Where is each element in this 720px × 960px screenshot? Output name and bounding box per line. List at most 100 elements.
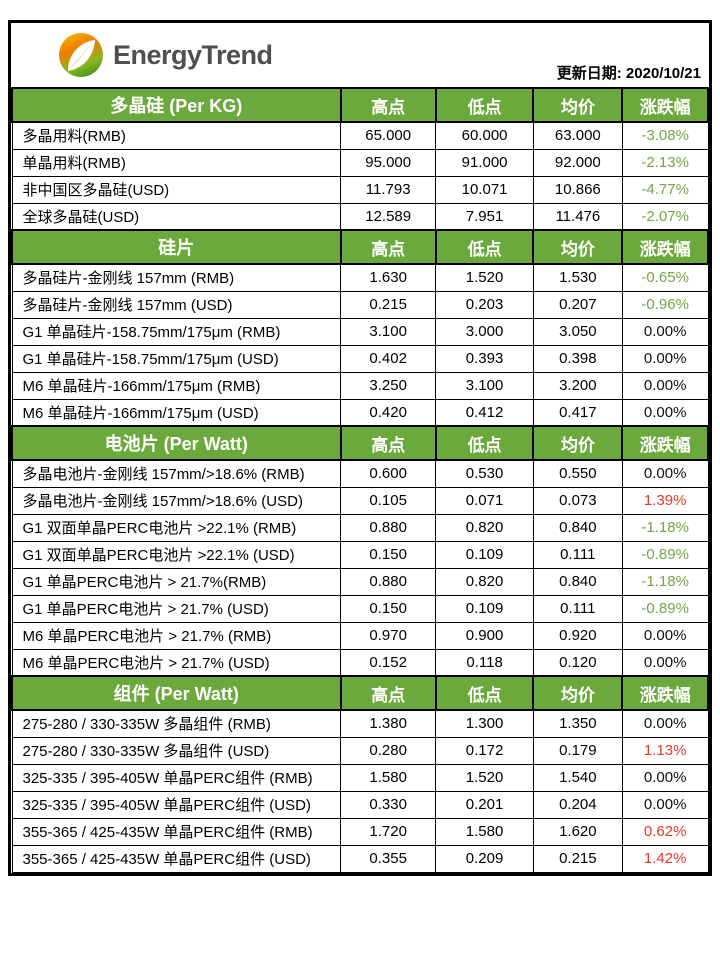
section-title: 硅片 xyxy=(11,229,342,265)
avg-value: 11.476 xyxy=(532,202,623,231)
low-value: 0.109 xyxy=(435,540,534,569)
change-value: 0.00% xyxy=(621,648,709,677)
table-row: 多晶电池片-金刚线 157mm/>18.6% (RMB) 0.600 0.530 0.… xyxy=(11,459,709,488)
row-label: 非中国区多晶硅(USD) xyxy=(11,175,342,204)
high-value: 0.215 xyxy=(340,290,437,319)
brand-header: EnergyTrend 更新日期: 2020/10/21 xyxy=(11,23,709,87)
column-header: 涨跌幅 xyxy=(621,229,709,265)
price-table: 多晶硅 (Per KG) 高点 低点 均价 涨跌幅 多晶用料(RMB) 65.000 60.0… xyxy=(11,87,709,873)
row-label: G1 双面单晶PERC电池片 >22.1% (RMB) xyxy=(11,513,342,542)
low-value: 0.820 xyxy=(435,567,534,596)
table-row: M6 单晶硅片-166mm/175μm (USD) 0.420 0.412 0.417… xyxy=(11,398,709,427)
low-value: 7.951 xyxy=(435,202,534,231)
update-date: 更新日期: 2020/10/21 xyxy=(556,65,701,82)
table-row: G1 单晶硅片-158.75mm/175μm (USD) 0.402 0.393 0.… xyxy=(11,344,709,373)
row-label: M6 单晶PERC电池片 > 21.7% (RMB) xyxy=(11,621,342,650)
row-label: 单晶用料(RMB) xyxy=(11,148,342,177)
avg-value: 0.920 xyxy=(532,621,623,650)
table-row: 全球多晶硅(USD) 12.589 7.951 11.476 -2.07% xyxy=(11,202,709,231)
row-label: M6 单晶硅片-166mm/175μm (USD) xyxy=(11,398,342,427)
column-header: 低点 xyxy=(434,229,535,265)
row-label: G1 双面单晶PERC电池片 >22.1% (USD) xyxy=(11,540,342,569)
high-value: 0.280 xyxy=(340,736,437,765)
change-value: -1.18% xyxy=(621,567,709,596)
low-value: 0.412 xyxy=(435,398,534,427)
avg-value: 10.866 xyxy=(532,175,623,204)
row-label: 325-335 / 395-405W 单晶PERC组件 (RMB) xyxy=(11,763,342,792)
change-value: 0.00% xyxy=(621,459,709,488)
high-value: 0.600 xyxy=(340,459,437,488)
avg-value: 1.540 xyxy=(532,763,623,792)
row-label: M6 单晶硅片-166mm/175μm (RMB) xyxy=(11,371,342,400)
table-row: 非中国区多晶硅(USD) 11.793 10.071 10.866 -4.77% xyxy=(11,175,709,204)
change-value: 0.62% xyxy=(621,817,709,846)
avg-value: 0.179 xyxy=(532,736,623,765)
column-header: 低点 xyxy=(434,675,535,711)
avg-value: 0.204 xyxy=(532,790,623,819)
column-header: 高点 xyxy=(339,675,437,711)
high-value: 0.355 xyxy=(340,844,437,873)
change-value: 0.00% xyxy=(621,317,709,346)
change-value: 0.00% xyxy=(621,709,709,738)
row-label: 多晶电池片-金刚线 157mm/>18.6% (USD) xyxy=(11,486,342,515)
avg-value: 63.000 xyxy=(532,121,623,150)
low-value: 1.300 xyxy=(435,709,534,738)
low-value: 0.109 xyxy=(435,594,534,623)
change-value: 1.13% xyxy=(621,736,709,765)
avg-value: 1.530 xyxy=(532,263,623,292)
section-header-row: 组件 (Per Watt) 高点 低点 均价 涨跌幅 xyxy=(11,675,709,711)
row-label: G1 单晶硅片-158.75mm/175μm (RMB) xyxy=(11,317,342,346)
high-value: 1.380 xyxy=(340,709,437,738)
avg-value: 0.840 xyxy=(532,567,623,596)
row-label: 多晶硅片-金刚线 157mm (USD) xyxy=(11,290,342,319)
column-header: 涨跌幅 xyxy=(621,425,709,461)
column-header: 均价 xyxy=(532,425,624,461)
low-value: 0.203 xyxy=(435,290,534,319)
table-row: 多晶电池片-金刚线 157mm/>18.6% (USD) 0.105 0.071 0.… xyxy=(11,486,709,515)
section-title: 多晶硅 (Per KG) xyxy=(11,87,342,123)
high-value: 1.720 xyxy=(340,817,437,846)
low-value: 0.900 xyxy=(435,621,534,650)
change-value: -0.96% xyxy=(621,290,709,319)
high-value: 0.420 xyxy=(340,398,437,427)
high-value: 12.589 xyxy=(340,202,437,231)
table-row: 多晶用料(RMB) 65.000 60.000 63.000 -3.08% xyxy=(11,121,709,150)
table-row: M6 单晶硅片-166mm/175μm (RMB) 3.250 3.100 3.200… xyxy=(11,371,709,400)
table-row: 275-280 / 330-335W 多晶组件 (USD) 0.280 0.172 0… xyxy=(11,736,709,765)
low-value: 60.000 xyxy=(435,121,534,150)
column-header: 低点 xyxy=(434,87,535,123)
row-label: 275-280 / 330-335W 多晶组件 (USD) xyxy=(11,736,342,765)
table-row: 多晶硅片-金刚线 157mm (RMB) 1.630 1.520 1.530 -0.65… xyxy=(11,263,709,292)
high-value: 95.000 xyxy=(340,148,437,177)
high-value: 11.793 xyxy=(340,175,437,204)
avg-value: 1.620 xyxy=(532,817,623,846)
change-value: -0.89% xyxy=(621,594,709,623)
low-value: 3.000 xyxy=(435,317,534,346)
column-header: 均价 xyxy=(532,675,624,711)
avg-value: 0.207 xyxy=(532,290,623,319)
low-value: 0.118 xyxy=(435,648,534,677)
table-row: 单晶用料(RMB) 95.000 91.000 92.000 -2.13% xyxy=(11,148,709,177)
low-value: 0.071 xyxy=(435,486,534,515)
price-sheet: EnergyTrend 更新日期: 2020/10/21 多晶硅 (Per KG… xyxy=(8,20,712,876)
high-value: 0.970 xyxy=(340,621,437,650)
row-label: 325-335 / 395-405W 单晶PERC组件 (USD) xyxy=(11,790,342,819)
low-value: 0.820 xyxy=(435,513,534,542)
change-value: -0.65% xyxy=(621,263,709,292)
column-header: 均价 xyxy=(532,229,624,265)
column-header: 高点 xyxy=(339,87,437,123)
table-row: 325-335 / 395-405W 单晶PERC组件 (USD) 0.330 0.… xyxy=(11,790,709,819)
table-row: M6 单晶PERC电池片 > 21.7% (RMB) 0.970 0.900 0.92… xyxy=(11,621,709,650)
table-row: 275-280 / 330-335W 多晶组件 (RMB) 1.380 1.300 1… xyxy=(11,709,709,738)
avg-value: 0.398 xyxy=(532,344,623,373)
row-label: 全球多晶硅(USD) xyxy=(11,202,342,231)
high-value: 1.630 xyxy=(340,263,437,292)
row-label: 355-365 / 425-435W 单晶PERC组件 (RMB) xyxy=(11,817,342,846)
change-value: 0.00% xyxy=(621,763,709,792)
avg-value: 0.840 xyxy=(532,513,623,542)
low-value: 0.530 xyxy=(435,459,534,488)
low-value: 0.172 xyxy=(435,736,534,765)
low-value: 1.520 xyxy=(435,763,534,792)
energytrend-logo: EnergyTrend xyxy=(57,31,273,79)
column-header: 高点 xyxy=(339,229,437,265)
